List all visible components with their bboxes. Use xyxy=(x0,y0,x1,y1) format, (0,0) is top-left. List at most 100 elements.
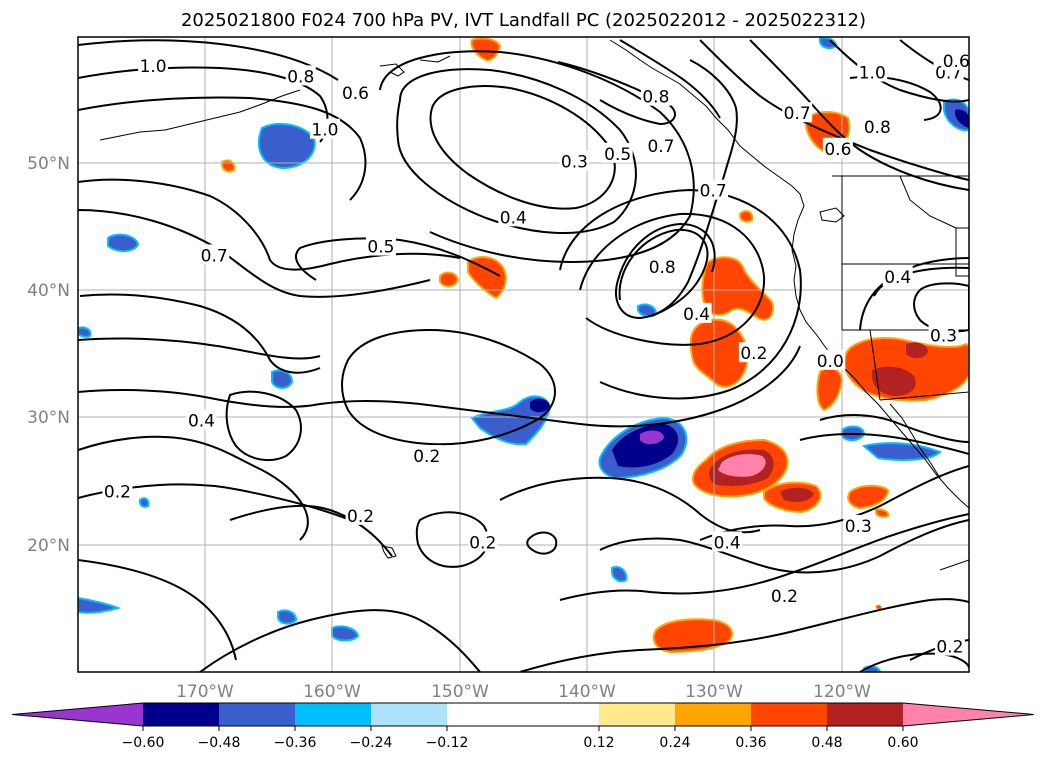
negative-region xyxy=(271,369,294,389)
lon-tick-label: 170°W xyxy=(176,682,234,702)
colorbar-box xyxy=(675,703,751,726)
negative-region xyxy=(257,122,316,170)
contour-label: 0.6 xyxy=(342,84,369,104)
contour-label-bg xyxy=(467,531,498,552)
positive-region xyxy=(780,487,814,502)
contour-label: 0.0 xyxy=(817,352,844,372)
contour-label-bg xyxy=(738,342,769,363)
positive-region xyxy=(470,37,502,62)
lat-tick-label: 50°N xyxy=(27,154,70,174)
contour-label: 0.8 xyxy=(642,88,669,108)
contour-label: 0.8 xyxy=(287,67,314,87)
contour-label: 0.2 xyxy=(347,507,374,527)
pv-contours xyxy=(78,39,969,672)
positive-region xyxy=(875,508,890,518)
contour-label: 0.4 xyxy=(188,412,215,432)
negative-region xyxy=(955,109,969,128)
negative-region xyxy=(139,497,150,508)
contour-label-bg xyxy=(941,50,972,71)
negative-region xyxy=(331,625,360,642)
positive-region xyxy=(816,366,844,412)
figure-title: 2025021800 F024 700 hPa PV, IVT Landfall… xyxy=(180,10,867,31)
contour-label: 0.4 xyxy=(683,305,710,325)
contour-label-bg xyxy=(698,179,729,200)
contour-label-bg xyxy=(309,118,340,139)
contour-label-bg xyxy=(138,55,169,76)
contour-label: 0.4 xyxy=(714,533,741,553)
negative-region xyxy=(78,326,92,338)
colorbar-extend-max xyxy=(903,703,1034,726)
positive-region xyxy=(739,210,754,223)
contour-label: 0.4 xyxy=(884,268,911,288)
colorbar-box xyxy=(599,703,675,726)
lat-tick-labels: 20°N 30°N 40°N 50°N xyxy=(27,154,70,556)
contour-label-bg xyxy=(769,584,800,605)
contour-label-bg xyxy=(712,531,743,552)
contour-label-bg xyxy=(857,61,888,82)
contour-label: 0.2 xyxy=(936,638,963,658)
contour-label: 0.8 xyxy=(864,118,891,138)
contour-label: 0.5 xyxy=(604,145,631,165)
colorbar-box xyxy=(371,703,447,726)
contour-label-bg xyxy=(102,480,133,501)
negative-region xyxy=(861,442,942,461)
contour-label-bg xyxy=(640,85,671,106)
contour-label: 0.2 xyxy=(771,587,798,607)
contour-label-bg xyxy=(822,137,853,158)
positive-region xyxy=(467,256,507,300)
colorbar-tick-label: 0.48 xyxy=(811,735,842,751)
map-frame xyxy=(77,36,970,673)
contour-label: 0.2 xyxy=(469,533,496,553)
positive-region xyxy=(871,366,916,396)
colorbar-box xyxy=(751,703,827,726)
lat-tick-label: 40°N xyxy=(27,281,70,301)
contour-label-bg xyxy=(199,244,230,265)
contour-label: 0.7 xyxy=(201,246,228,266)
lat-tick-label: 30°N xyxy=(27,408,70,428)
contour-label-bg xyxy=(815,349,846,370)
negative-region xyxy=(640,430,664,445)
positive-region xyxy=(847,484,890,510)
contour-label-bg xyxy=(602,142,633,163)
positive-region xyxy=(689,318,749,388)
colorbar-tick-label: −0.24 xyxy=(350,735,393,751)
contour-label: 0.7 xyxy=(700,182,727,202)
positive-region xyxy=(906,342,928,359)
colorbar-tick-label: 0.24 xyxy=(659,735,690,751)
lon-tick-label: 120°W xyxy=(813,682,871,702)
colorbar-tick-label: 0.36 xyxy=(735,735,766,751)
contour-label-bg xyxy=(782,102,813,123)
contour-label-bg xyxy=(345,504,376,525)
contour-label: 0.2 xyxy=(413,447,440,467)
shaded-pv-anomalies xyxy=(78,37,969,672)
lon-tick-label: 140°W xyxy=(558,682,616,702)
contour-label-bg xyxy=(645,135,676,156)
contour-label: 0.2 xyxy=(740,344,767,364)
negative-region xyxy=(107,233,140,252)
contour-label-bg xyxy=(681,302,712,323)
contour-label: 0.6 xyxy=(943,52,970,72)
colorbar-box xyxy=(143,703,219,726)
lon-tick-label: 150°W xyxy=(431,682,489,702)
lon-tick-labels: 170°W 160°W 150°W 140°W 130°W 120°W xyxy=(176,682,871,702)
colorbar-tick-label: −0.48 xyxy=(198,735,241,751)
contour-label-bg xyxy=(411,445,442,466)
contour-label-bg xyxy=(843,514,874,535)
lat-tick-label: 20°N xyxy=(27,536,70,556)
negative-region xyxy=(78,596,122,614)
contour-label: 0.4 xyxy=(500,208,527,228)
contour-label: 0.2 xyxy=(104,483,131,503)
colorbar-tick-label: 0.60 xyxy=(887,735,918,751)
positive-region xyxy=(221,159,236,173)
colorbar-tick-label: 0.12 xyxy=(583,735,614,751)
lon-tick-label: 130°W xyxy=(685,682,743,702)
contour-label: 0.3 xyxy=(845,517,872,537)
negative-region xyxy=(611,566,628,583)
colorbar: −0.60 −0.48 −0.36 −0.24 −0.12 0.12 0.24 0.36 0.4… xyxy=(11,702,1035,751)
colorbar-tick-label: −0.36 xyxy=(274,735,317,751)
contour-label-bg xyxy=(928,324,959,345)
contour-label-bg xyxy=(285,65,316,86)
negative-region xyxy=(277,609,298,625)
contour-label: 0.8 xyxy=(649,258,676,278)
